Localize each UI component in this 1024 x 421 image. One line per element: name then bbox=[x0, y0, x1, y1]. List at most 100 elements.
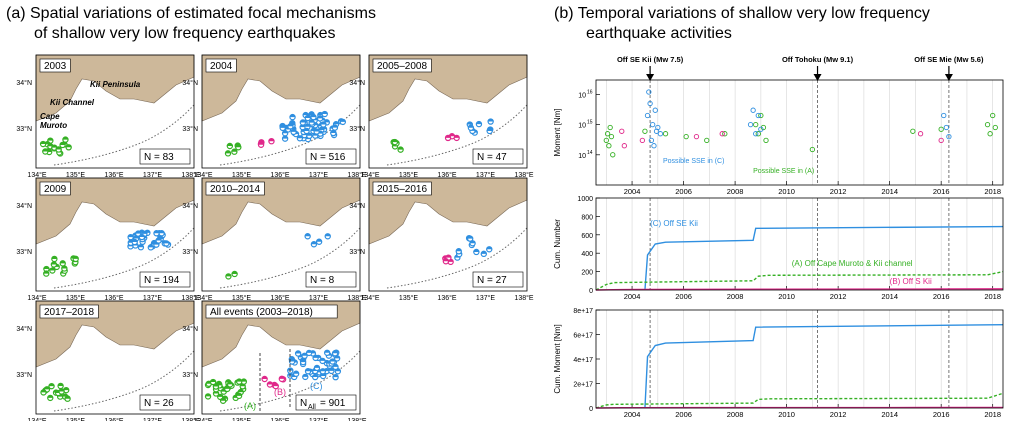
event-mark-fill bbox=[398, 147, 404, 150]
event-mark-fill bbox=[269, 138, 274, 142]
event-mark-fill bbox=[456, 248, 462, 252]
map-period-box bbox=[205, 304, 338, 319]
chart-point bbox=[809, 146, 816, 153]
event-mark-fill bbox=[49, 268, 55, 271]
map-trench bbox=[53, 350, 195, 412]
event-mark-fill bbox=[56, 147, 62, 150]
map-frame bbox=[201, 300, 361, 415]
chart-point bbox=[642, 128, 648, 134]
series-label-b: (B) Off S Kii bbox=[890, 277, 932, 286]
chart-point bbox=[990, 112, 996, 119]
map-period-box bbox=[205, 58, 237, 73]
event-mark-fill bbox=[305, 233, 311, 237]
map-land bbox=[35, 54, 195, 122]
chart-point bbox=[758, 126, 764, 132]
lon-label: 138°E bbox=[181, 417, 200, 421]
chart-point bbox=[604, 131, 611, 137]
lon-label: 135°E bbox=[66, 417, 85, 421]
map-period-label: 2004 bbox=[210, 61, 233, 72]
chart-ytick-label: 800 bbox=[581, 214, 593, 221]
map-panel-6: 2015–2016 N = 27 34°N 33°N 134°E 135°E 136°E 13… bbox=[349, 177, 534, 302]
chart-point bbox=[758, 112, 764, 119]
event-mark-fill bbox=[305, 124, 310, 127]
lon-label: 137°E bbox=[309, 171, 328, 179]
event-mark-fill bbox=[333, 121, 339, 125]
event-mark-fill bbox=[47, 143, 53, 147]
lon-label: 135°E bbox=[232, 294, 251, 302]
chart-ytick-label: 6e+17 bbox=[573, 333, 593, 340]
chart-point bbox=[704, 137, 710, 144]
event-mark-fill bbox=[66, 144, 72, 148]
map-trench bbox=[53, 227, 195, 289]
chart-point bbox=[608, 133, 615, 140]
event-mark-fill bbox=[60, 142, 65, 145]
map-panel-2: 2004 N = 516 34°N 33°N 134°E 135°E 136°E 137°E 1… bbox=[182, 54, 367, 179]
chart-ytick-label: 1000 bbox=[577, 196, 593, 203]
lat-label: 34°N bbox=[349, 202, 365, 210]
lon-label: 138°E bbox=[514, 171, 533, 179]
chart-point bbox=[917, 131, 924, 137]
region-label-c: (C) bbox=[310, 381, 323, 391]
lon-label: 137°E bbox=[143, 171, 162, 179]
region-label-b: (B) bbox=[274, 387, 286, 397]
event-mark-fill bbox=[226, 274, 231, 277]
chart-xtick-label: 2006 bbox=[675, 292, 692, 301]
map-period-box bbox=[39, 181, 71, 196]
event-mark-fill bbox=[318, 127, 324, 130]
map-count-label: N bbox=[300, 398, 307, 409]
event-mark-fill bbox=[300, 120, 306, 123]
chart-ytick-exponent: 15 bbox=[587, 120, 593, 126]
panel-b-title-line1: (b) Temporal variations of shallow very … bbox=[554, 5, 930, 22]
chart-point bbox=[662, 131, 669, 137]
event-label: Off SE Mie (Mw 5.6) bbox=[914, 55, 984, 64]
panel-a-title-line1: (a) Spatial variations of estimated foca… bbox=[6, 5, 376, 22]
chart-point bbox=[683, 133, 689, 140]
lon-label: 135°E bbox=[66, 171, 85, 179]
event-mark-fill bbox=[340, 119, 346, 122]
event-mark-fill bbox=[314, 129, 320, 132]
map-count-subscript: All bbox=[308, 404, 316, 411]
annotation-sse-a: Possible SSE in (A) bbox=[753, 168, 814, 175]
map-count-box bbox=[305, 271, 357, 288]
chart-point bbox=[657, 131, 664, 137]
event-mark-fill bbox=[297, 135, 303, 139]
event-mark-fill bbox=[468, 125, 474, 128]
event-mark-fill bbox=[236, 393, 242, 396]
event-mark-fill bbox=[154, 230, 159, 234]
chart-ytick-label: 0 bbox=[589, 288, 593, 295]
event-mark-fill bbox=[279, 376, 285, 379]
map-trench bbox=[386, 227, 528, 289]
chart-point bbox=[992, 124, 998, 131]
chart-point bbox=[755, 131, 761, 137]
event-mark-fill bbox=[63, 387, 69, 391]
event-mark-fill bbox=[392, 139, 398, 143]
series-label-a: (A) Off Cape Muroto & Kii channel bbox=[792, 259, 913, 268]
map-trench bbox=[53, 104, 195, 166]
map-panel-5: 2010–2014 N = 8 34°N 33°N 134°E 135°E 136°E 137… bbox=[182, 177, 367, 302]
event-mark-fill bbox=[63, 137, 68, 140]
lon-label: 135°E bbox=[66, 294, 85, 302]
event-mark-fill bbox=[59, 389, 64, 392]
chart-ytick-label: 4e+17 bbox=[573, 357, 593, 364]
event-mark-fill bbox=[293, 371, 299, 374]
chart-point bbox=[653, 128, 660, 134]
lat-label: 34°N bbox=[182, 202, 198, 210]
lon-label: 138°E bbox=[514, 294, 533, 302]
event-mark-fill bbox=[332, 125, 338, 128]
chart-frame bbox=[595, 79, 1004, 186]
event-mark-fill bbox=[325, 233, 331, 237]
map-period-label: 2009 bbox=[44, 184, 67, 195]
event-mark-fill bbox=[290, 114, 295, 118]
event-mark-fill bbox=[128, 234, 134, 238]
event-mark-fill bbox=[44, 386, 50, 390]
event-mark-fill bbox=[40, 141, 46, 145]
map-panel-4: 2009 N = 194 34°N 33°N 134°E 135°E 136°E 137°E 1… bbox=[16, 177, 201, 302]
map-period-box bbox=[372, 181, 432, 196]
event-mark-fill bbox=[238, 389, 244, 393]
event-mark-fill bbox=[135, 231, 141, 234]
map-frame bbox=[35, 54, 195, 169]
map-frame bbox=[201, 54, 361, 169]
map-panel-8: All events (2003–2018) N All = 901 34°N 33°N… bbox=[182, 300, 367, 421]
lon-label: 136°E bbox=[104, 171, 123, 179]
